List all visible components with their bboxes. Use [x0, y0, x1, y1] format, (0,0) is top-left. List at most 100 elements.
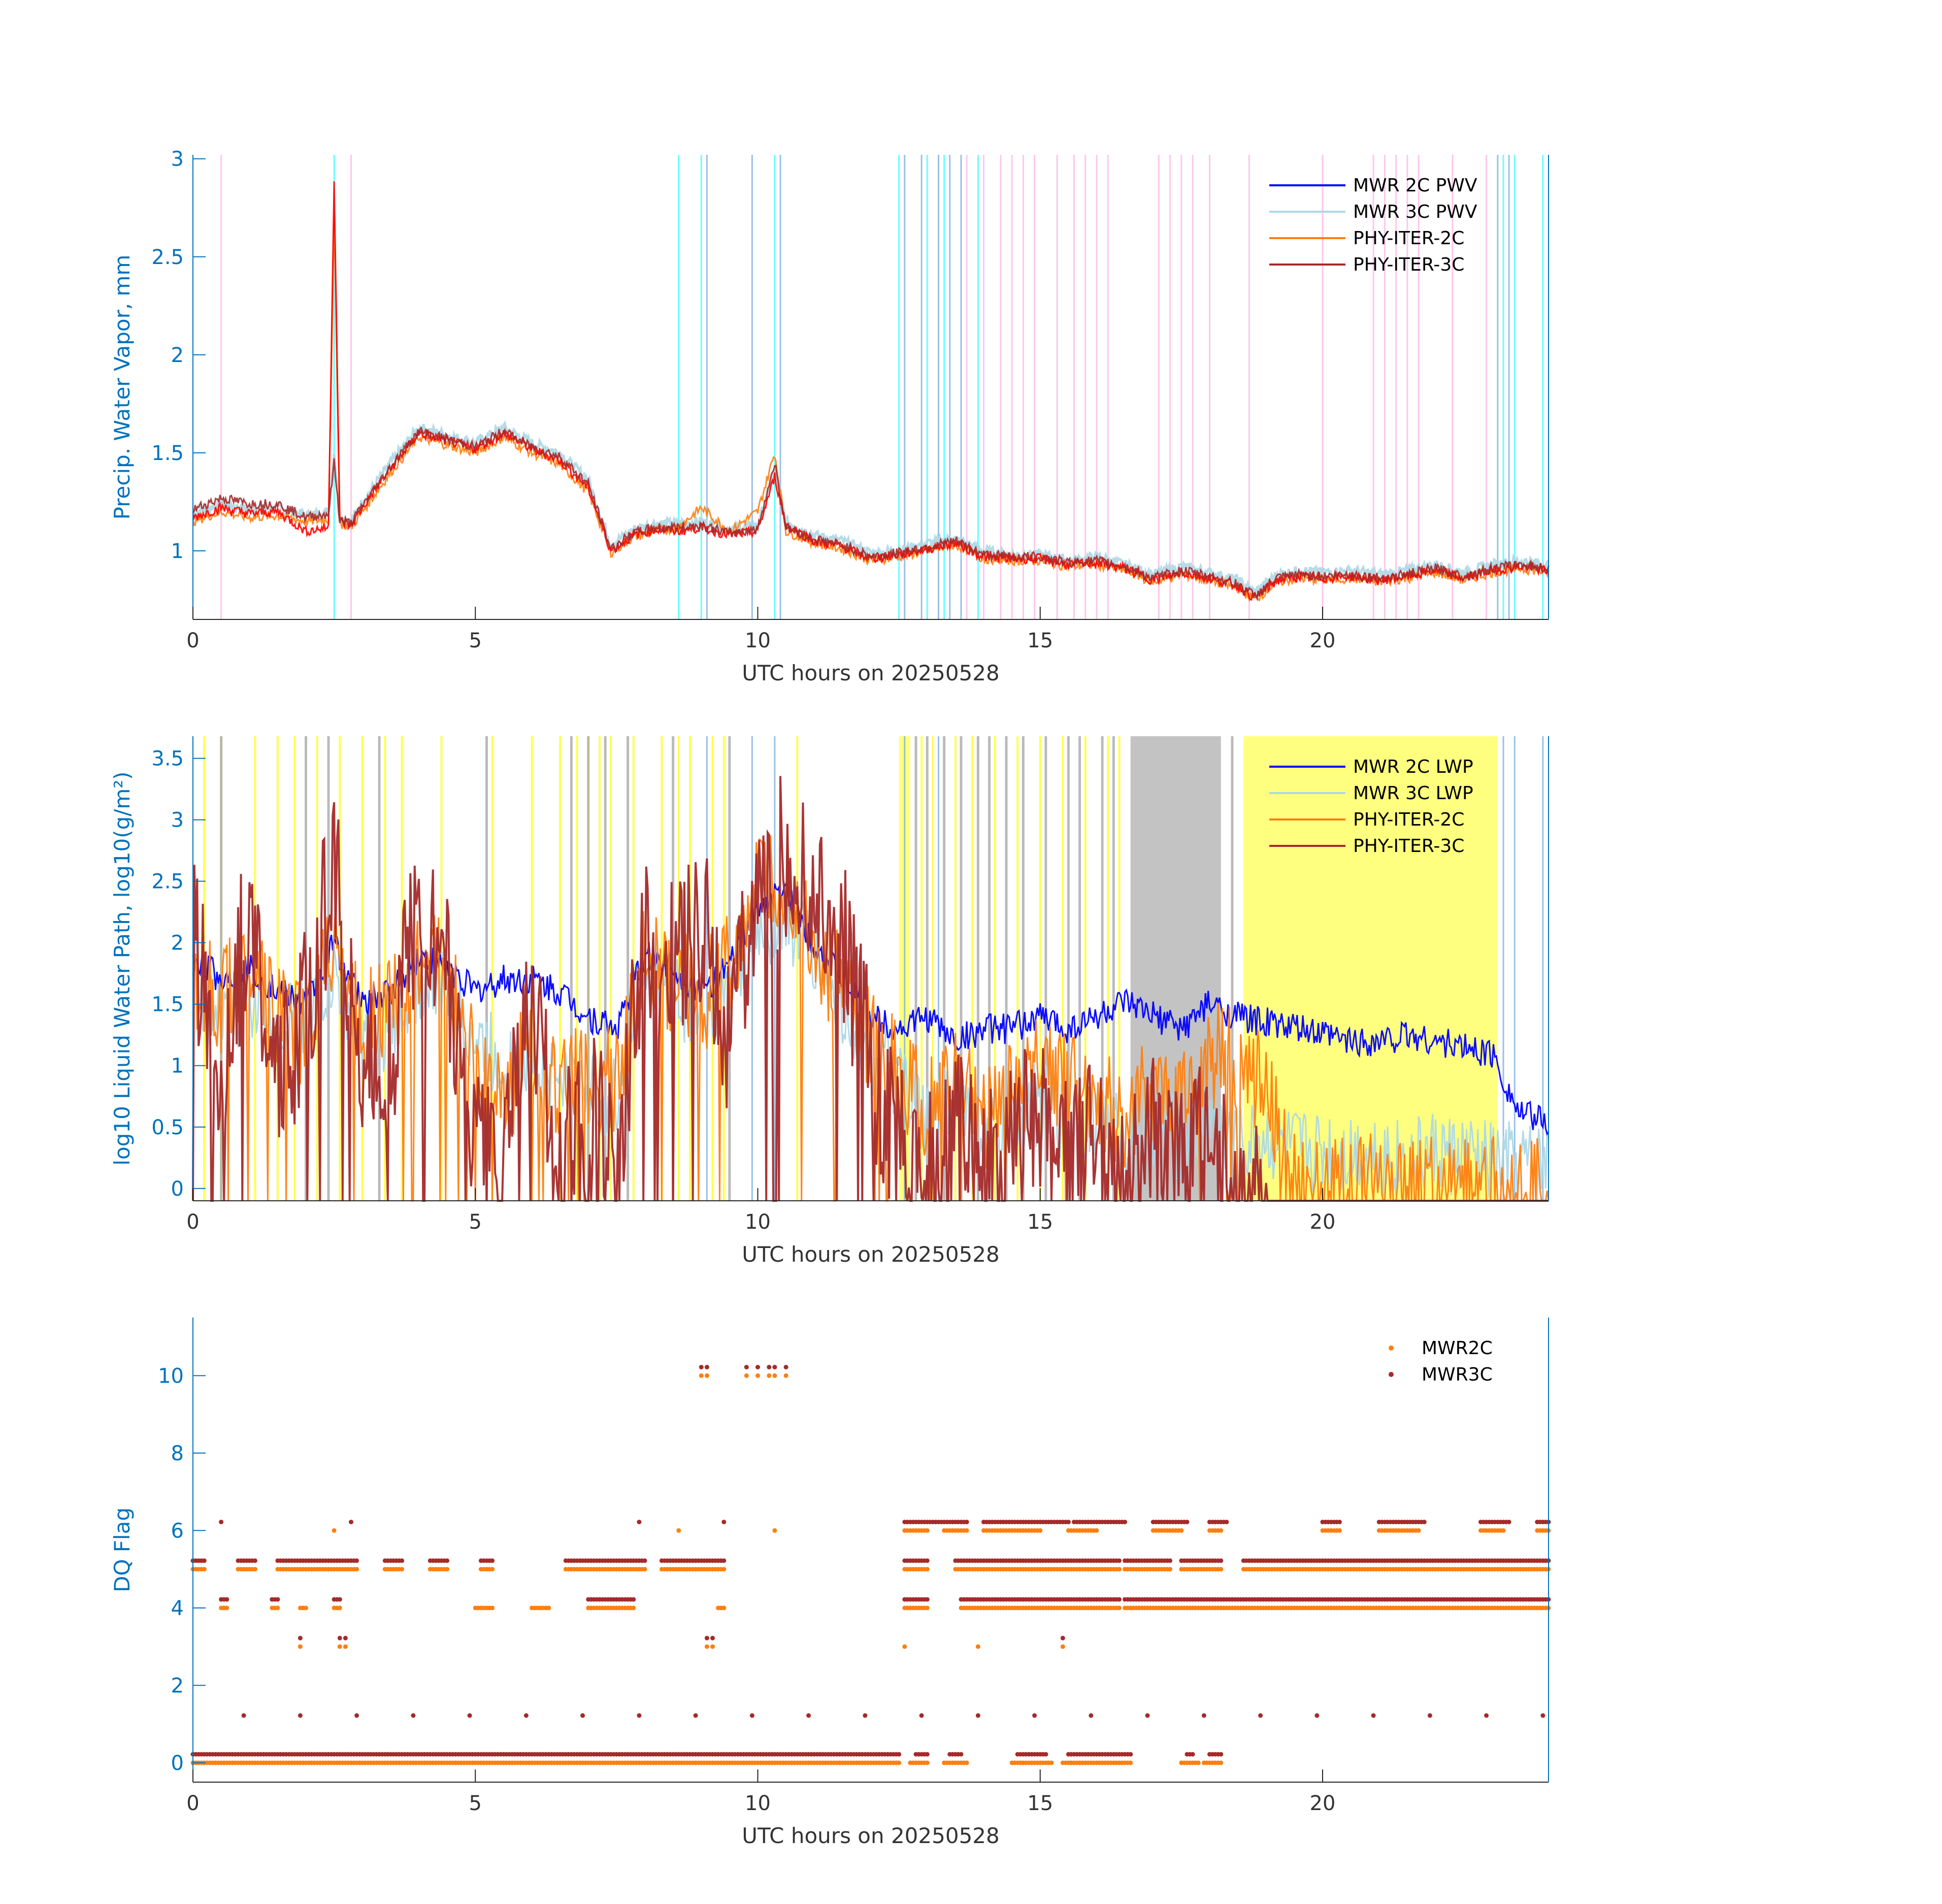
- lwp-y-tick-label: 0: [171, 1177, 184, 1201]
- dq-point-mwr3c: [755, 1365, 760, 1370]
- dq-y-tick-label: 0: [171, 1752, 184, 1775]
- pwv-flag-bands: [220, 155, 1544, 619]
- pwv-x-tick-label: 5: [469, 629, 482, 652]
- dq-point-mwr3c: [767, 1365, 772, 1370]
- dq-point-mwr2c: [1196, 1760, 1201, 1765]
- dq-point-mwr2c: [772, 1373, 777, 1378]
- dq-point-mwr3c: [1371, 1713, 1376, 1718]
- dq-point-mwr2c: [710, 1644, 715, 1649]
- dq-point-mwr2c: [704, 1373, 709, 1378]
- dq-point-mwr3c: [1201, 1713, 1206, 1718]
- pwv-y-tick-label: 2.5: [151, 246, 184, 269]
- lwp-axes: 0 5 10 15 20 0 0.5 1 1.5 2 2.5 3 3.5: [151, 736, 1549, 1234]
- lwp-legend: MWR 2C LWP MWR 3C LWP PHY-ITER-2C PHY-IT…: [1269, 757, 1473, 857]
- dq-point-mwr3c: [699, 1365, 704, 1370]
- dq-point-mwr3c: [202, 1558, 207, 1563]
- pwv-axes: 0 5 10 15 20 1 1.5 2 2.5 3: [151, 148, 1549, 652]
- dq-point-mwr3c: [925, 1597, 930, 1602]
- dq-point-mwr3c: [710, 1635, 715, 1640]
- dq-point-mwr3c: [241, 1713, 246, 1718]
- dq-point-mwr2c: [964, 1760, 969, 1765]
- dq-x-tick-label: 10: [745, 1792, 771, 1815]
- dq-point-mwr3c: [1540, 1713, 1545, 1718]
- dq-point-mwr3c: [964, 1520, 969, 1525]
- lwp-x-axis-label: UTC hours on 20250528: [742, 1242, 1000, 1267]
- dq-point-mwr3c: [337, 1635, 342, 1640]
- pwv-legend-item-mwr2c: MWR 2C PWV: [1353, 175, 1477, 196]
- dq-point-mwr3c: [1258, 1713, 1263, 1718]
- dq-point-mwr2c: [925, 1760, 930, 1765]
- dq-point-mwr2c: [490, 1605, 495, 1611]
- dq-point-mwr2c: [925, 1605, 930, 1611]
- dq-point-mwr2c: [1168, 1567, 1173, 1572]
- dq-point-mwr2c: [704, 1644, 709, 1649]
- dq-point-mwr2c: [1416, 1528, 1421, 1533]
- dq-panel: 0 5 10 15 20 0 2 4 6 8 10 UTC hours on 20250528 DQ…: [110, 1318, 1551, 1848]
- pwv-y-tick-label: 3: [171, 148, 184, 171]
- pwv-series-line-phy-iter-2c: [192, 215, 1550, 603]
- lwp-y-tick-label: 3.5: [151, 747, 184, 771]
- lwp-y-axis-label: log10 Liquid Water Path, log10(g/m²): [110, 771, 135, 1165]
- pwv-y-tick-label: 2: [171, 344, 184, 367]
- dq-point-mwr3c: [400, 1558, 405, 1563]
- dq-point-mwr3c: [1117, 1597, 1122, 1602]
- dq-point-mwr3c: [1184, 1520, 1190, 1525]
- dq-point-mwr3c: [806, 1713, 811, 1718]
- dq-point-mwr2c: [902, 1644, 907, 1649]
- dq-point-mwr3c: [1117, 1558, 1122, 1563]
- dq-x-axis-label: UTC hours on 20250528: [742, 1823, 1000, 1848]
- dq-point-mwr3c: [642, 1558, 647, 1563]
- dq-point-mwr2c: [721, 1605, 727, 1611]
- dq-y-tick-label: 2: [171, 1674, 184, 1697]
- lwp-y-tick-label: 0.5: [151, 1116, 184, 1139]
- dq-point-mwr2c: [631, 1605, 636, 1611]
- dq-point-mwr2c: [975, 1644, 980, 1649]
- dq-point-mwr2c: [202, 1567, 207, 1572]
- dq-point-mwr3c: [445, 1558, 450, 1563]
- dq-point-mwr3c: [721, 1558, 727, 1563]
- pwv-x-tick-label: 0: [186, 629, 199, 652]
- dq-point-mwr3c: [1089, 1713, 1094, 1718]
- pwv-legend-item-mwr3c: MWR 3C PWV: [1353, 202, 1477, 222]
- dq-point-mwr3c: [704, 1365, 709, 1370]
- pwv-x-tick-label: 10: [745, 629, 771, 652]
- dq-point-mwr2c: [642, 1567, 647, 1572]
- dq-point-mwr3c: [219, 1520, 224, 1525]
- dq-point-mwr2c: [1501, 1528, 1506, 1533]
- dq-point-mwr3c: [772, 1365, 777, 1370]
- dq-point-mwr3c: [523, 1713, 529, 1718]
- dq-point-mwr2c: [400, 1567, 405, 1572]
- dq-point-mwr3c: [1219, 1558, 1224, 1563]
- dq-point-mwr2c: [699, 1373, 704, 1378]
- dq-point-mwr3c: [298, 1635, 303, 1640]
- dq-point-mwr3c: [959, 1752, 964, 1757]
- dq-x-tick-label: 15: [1027, 1792, 1053, 1815]
- dq-point-mwr2c: [1094, 1528, 1099, 1533]
- dq-point-mwr2c: [772, 1528, 777, 1533]
- dq-point-mwr2c: [676, 1528, 681, 1533]
- dq-point-mwr2c: [1117, 1605, 1122, 1611]
- dq-point-mwr2c: [304, 1605, 308, 1611]
- pwv-y-axis-label: Precip. Water Vapor, mm: [110, 255, 135, 520]
- dq-axes: 0 5 10 15 20 0 2 4 6 8 10: [158, 1318, 1549, 1815]
- dq-point-mwr2c: [343, 1644, 348, 1649]
- dq-point-mwr2c: [1128, 1760, 1133, 1765]
- lwp-legend-item-phy3c: PHY-ITER-3C: [1353, 836, 1464, 857]
- dq-legend-marker: [1389, 1372, 1394, 1377]
- dq-x-tick-label: 0: [186, 1792, 199, 1815]
- pwv-legend-item-phy2c: PHY-ITER-2C: [1353, 228, 1464, 249]
- lwp-x-tick-label: 5: [469, 1210, 482, 1234]
- lwp-panel: 0 5 10 15 20 0 0.5 1 1.5 2 2.5 3 3.5 UTC hours on 20…: [110, 736, 1550, 1267]
- dq-point-mwr3c: [1484, 1713, 1489, 1718]
- dq-point-mwr2c: [445, 1567, 450, 1572]
- dq-point-mwr2c: [275, 1605, 280, 1611]
- dq-point-mwr3c: [354, 1713, 359, 1718]
- dq-point-mwr3c: [1422, 1520, 1427, 1525]
- pwv-x-axis-label: UTC hours on 20250528: [742, 661, 1000, 685]
- dq-point-mwr3c: [925, 1558, 930, 1563]
- dq-point-mwr3c: [863, 1713, 868, 1718]
- dq-point-mwr2c: [1060, 1644, 1065, 1649]
- lwp-flag-region-yellow: [1243, 736, 1498, 1201]
